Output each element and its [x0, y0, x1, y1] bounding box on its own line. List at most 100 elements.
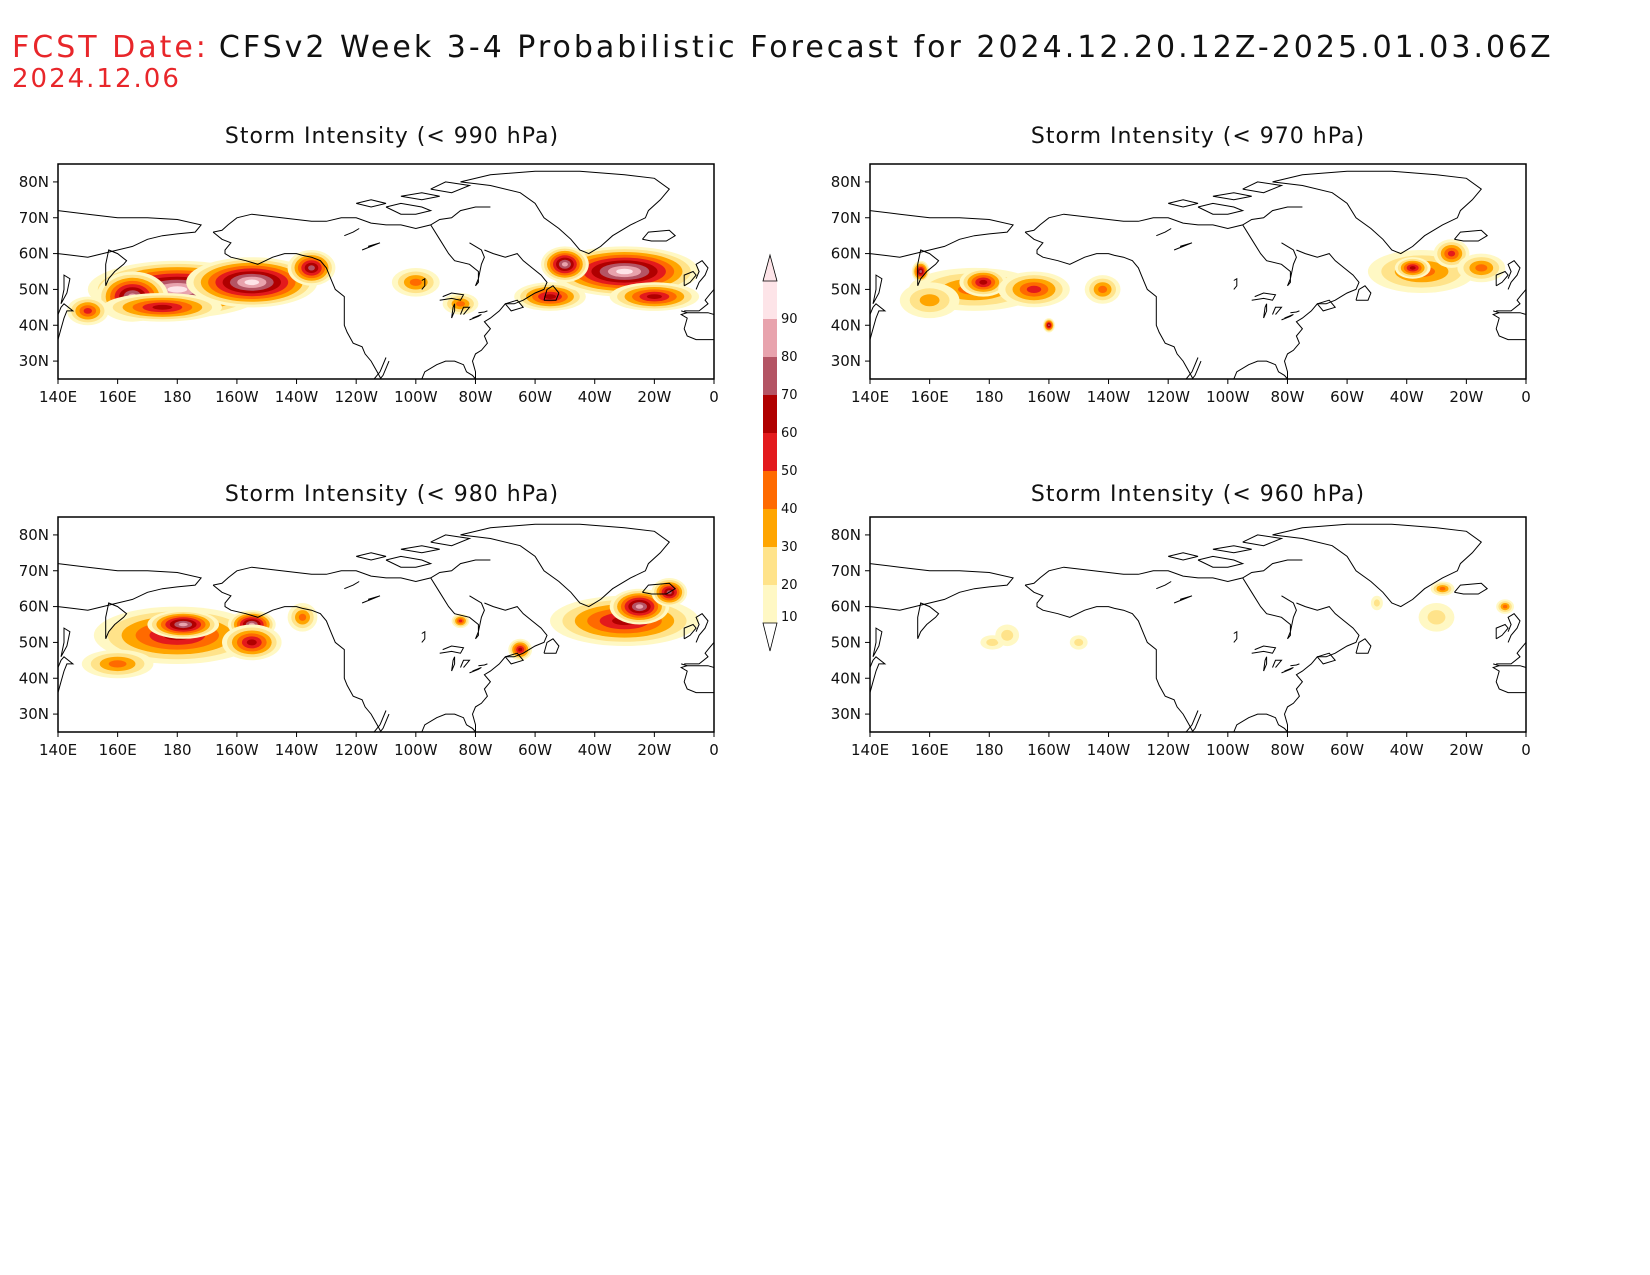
colorbar-label: 80	[781, 350, 798, 365]
coastline	[1507, 260, 1521, 290]
coastline	[504, 652, 525, 665]
coastline	[1212, 192, 1252, 201]
coastline	[400, 545, 440, 554]
lat-tick-label: 80N	[19, 526, 49, 544]
probability-contour	[646, 294, 662, 299]
lat-tick-label: 70N	[831, 562, 861, 580]
probability-contour	[83, 308, 92, 314]
probability-contour	[1026, 285, 1042, 293]
colorbar-segment	[763, 357, 777, 395]
coastline	[870, 563, 1014, 611]
lat-tick-label: 60N	[831, 245, 861, 263]
coastline	[58, 303, 75, 340]
coastline	[430, 577, 485, 640]
coastline	[679, 312, 714, 341]
coastline	[504, 299, 525, 312]
lon-tick-label: 140E	[39, 741, 77, 759]
lon-tick-label: 100W	[1206, 388, 1250, 406]
lon-tick-label: 160W	[1027, 741, 1071, 759]
lon-tick-label: 20W	[1449, 741, 1483, 759]
coastline	[1025, 206, 1303, 233]
coastline	[543, 638, 560, 654]
lon-tick-label: 140E	[851, 741, 889, 759]
lon-tick-label: 60W	[518, 388, 552, 406]
lon-tick-label: 0	[709, 741, 719, 759]
colorbar-segment	[763, 585, 777, 623]
colorbar-label: 40	[781, 502, 798, 517]
coastline	[385, 555, 433, 568]
coastline	[1168, 552, 1199, 561]
probability-field	[66, 246, 700, 326]
lat-tick-label: 40N	[19, 669, 49, 687]
page-title: CFSv2 Week 3-4 Probabilistic Forecast fo…	[218, 30, 1554, 65]
probability-contour	[561, 262, 568, 267]
probability-contour	[1098, 285, 1108, 293]
coastline	[460, 523, 671, 608]
lake	[1272, 659, 1283, 668]
coastline	[681, 288, 714, 316]
colorbar-label: 20	[781, 578, 798, 593]
lat-tick-label: 80N	[831, 526, 861, 544]
colorbar-segment	[763, 471, 777, 509]
lake	[1263, 656, 1268, 672]
coastline	[58, 656, 75, 693]
coastline	[683, 270, 697, 287]
probability-field	[899, 239, 1506, 333]
lake	[421, 630, 426, 643]
map-panel-990: 140E 160E 180 160W 140W 120W 100W 80W 60W 40W 20W 0…	[19, 163, 719, 406]
probability-contour	[919, 294, 940, 307]
map-frame	[57, 516, 715, 733]
lake	[1173, 595, 1193, 604]
lon-tick-label: 100W	[394, 388, 438, 406]
coastline	[1355, 285, 1372, 301]
coastline	[1185, 710, 1202, 732]
coastline	[642, 582, 677, 595]
coastline	[683, 623, 697, 640]
coastline	[1272, 170, 1483, 255]
lon-tick-label: 140W	[275, 741, 319, 759]
panel-title-980: Storm Intensity (< 980 hPa)	[224, 482, 560, 507]
lon-tick-label: 60W	[1330, 388, 1364, 406]
lon-tick-label: 160W	[1027, 388, 1071, 406]
probability-contour	[1074, 638, 1084, 646]
probability-contour	[456, 301, 465, 307]
map-panel-970: 140E 160E 180 160W 140W 120W 100W 80W 60W 40W 20W 0…	[831, 163, 1531, 406]
probability-contour	[518, 647, 523, 652]
lat-tick-label: 30N	[831, 352, 861, 370]
coastlines	[870, 523, 1526, 732]
lon-tick-label: 180	[163, 741, 192, 759]
lon-tick-label: 140E	[39, 388, 77, 406]
lake	[1251, 292, 1277, 301]
lat-tick-label: 70N	[19, 209, 49, 227]
coastline	[870, 303, 887, 340]
coastline	[1454, 582, 1489, 595]
lat-tick-label: 50N	[831, 280, 861, 298]
lon-tick-label: 160E	[911, 741, 949, 759]
lon-tick-label: 140E	[851, 388, 889, 406]
lon-tick-label: 120W	[334, 388, 378, 406]
lat-tick-label: 60N	[19, 245, 49, 263]
lake	[361, 242, 381, 251]
coastline	[1168, 199, 1199, 208]
coastline	[213, 206, 491, 233]
coastline	[681, 641, 714, 669]
lake	[460, 659, 471, 668]
coastline	[1024, 584, 1194, 732]
coastline	[1272, 523, 1483, 608]
coastline	[421, 249, 548, 379]
coastline	[1242, 224, 1297, 287]
coastline	[421, 602, 548, 732]
colorbar-segment	[763, 509, 777, 547]
coastlines	[58, 170, 714, 379]
probability-contour	[178, 622, 188, 627]
lat-tick-label: 50N	[19, 633, 49, 651]
coastline	[60, 274, 71, 305]
lake	[1233, 630, 1238, 643]
lon-tick-label: 60W	[1330, 741, 1364, 759]
colorbar-segment	[763, 281, 777, 319]
lon-tick-label: 120W	[334, 741, 378, 759]
probability-contour	[108, 660, 127, 668]
probability-contour	[1048, 324, 1050, 327]
colorbar-label: 50	[781, 464, 798, 479]
probability-contour	[986, 638, 999, 646]
